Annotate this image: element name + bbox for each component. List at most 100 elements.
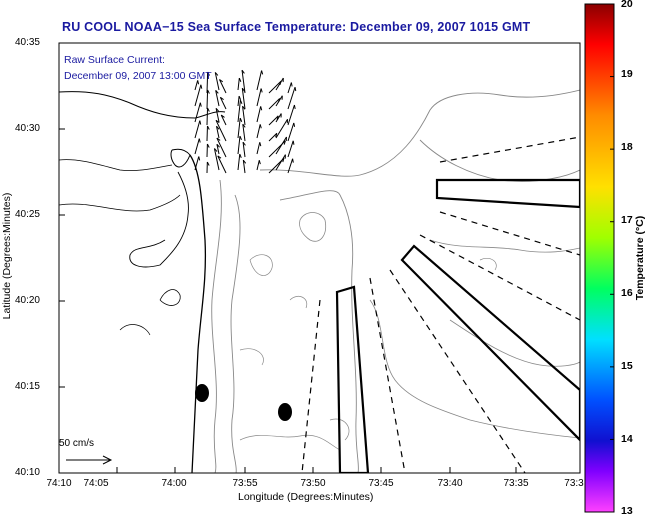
current-vector-head — [283, 140, 286, 145]
current-vector-head — [258, 160, 261, 165]
current-vector — [237, 100, 241, 123]
current-vector — [275, 118, 288, 139]
current-vector — [268, 115, 279, 126]
current-vector-head — [207, 89, 210, 94]
current-vector — [237, 96, 240, 107]
current-vector — [237, 136, 241, 155]
current-vector — [215, 108, 220, 123]
current-label-line1: Raw Surface Current: — [64, 54, 165, 66]
current-vector — [194, 120, 201, 139]
x-tick-label: 74:10 — [46, 478, 72, 489]
colorbar-tick-label: 14 — [621, 433, 633, 445]
current-vector-head — [207, 125, 210, 130]
bathymetry-contours — [59, 89, 580, 473]
current-vector-head — [216, 143, 220, 148]
current-vector-head — [199, 102, 202, 107]
inner-coast — [129, 171, 189, 268]
figure-title: RU COOL NOAA−15 Sea Surface Temperature:… — [62, 20, 531, 34]
current-vector-head — [216, 137, 221, 141]
current-vector — [237, 78, 240, 91]
colorbar-tick-label: 16 — [621, 287, 633, 299]
x-tick-label: 74:00 — [161, 478, 187, 489]
scale-bar-label: 50 cm/s — [59, 438, 95, 449]
current-vector — [268, 80, 282, 94]
current-vector — [275, 77, 284, 91]
current-vector-head — [292, 158, 294, 163]
current-vector-head — [239, 99, 243, 105]
axis-ticks — [58, 42, 581, 474]
current-vector — [287, 86, 296, 110]
current-vector-head — [239, 117, 243, 123]
colorbar-tick-label: 15 — [621, 360, 633, 372]
x-axis-label: Longitude (Degrees:Minutes) — [238, 491, 374, 503]
current-vector — [275, 95, 283, 107]
colorbar-tick-label: 20 — [621, 0, 633, 10]
current-vector — [275, 113, 282, 123]
current-vector-head — [214, 148, 218, 152]
current-vector — [217, 155, 227, 174]
current-vector-head — [242, 105, 246, 110]
current-vector — [268, 132, 278, 142]
current-vector — [256, 160, 260, 171]
current-vector — [268, 98, 281, 110]
current-vector — [194, 84, 202, 107]
buoy-marker — [278, 403, 292, 421]
current-vector — [242, 142, 246, 158]
current-vector-head — [241, 87, 246, 92]
current-vector — [194, 156, 200, 171]
y-tick-label: 40:20 — [14, 295, 40, 306]
current-vector-head — [220, 96, 224, 101]
x-tick-label: 74:05 — [83, 478, 109, 489]
current-vector-head — [239, 135, 242, 141]
current-label-line2: December 09, 2007 13:00 GMT — [64, 70, 212, 82]
current-vector — [216, 144, 220, 155]
current-vector — [206, 89, 209, 110]
current-vector — [241, 70, 246, 94]
buoy-marker — [195, 384, 209, 402]
current-vector — [216, 137, 227, 158]
current-vector-head — [198, 156, 201, 161]
current-vector-head — [216, 125, 220, 130]
current-vector-head — [242, 123, 246, 128]
current-vector — [275, 136, 287, 155]
current-vector — [241, 88, 246, 110]
current-vector-head — [275, 133, 278, 138]
current-vector — [256, 124, 261, 139]
current-vector — [194, 80, 199, 91]
current-vector — [219, 79, 227, 94]
current-vector-head — [282, 158, 285, 163]
current-vector — [213, 148, 220, 171]
current-vector-head — [215, 107, 220, 112]
y-tick-label: 40:15 — [14, 381, 40, 392]
current-vector-head — [200, 84, 203, 89]
y-axis-label: Latitude (Degrees:Minutes) — [1, 192, 13, 320]
current-vector-head — [199, 120, 202, 125]
current-vector — [206, 107, 209, 126]
current-vector — [214, 72, 220, 91]
current-vector-head — [207, 71, 210, 76]
current-vector — [242, 124, 246, 142]
colorbar-ticks — [610, 3, 614, 513]
plot-frame — [58, 42, 581, 474]
current-vector-head — [260, 106, 263, 111]
current-vector — [256, 88, 262, 107]
colorbar-tick-label: 19 — [621, 68, 633, 80]
current-vector — [287, 104, 295, 126]
current-vector-head — [260, 88, 263, 93]
current-vector — [242, 106, 246, 126]
current-vector-head — [206, 143, 210, 148]
current-vector — [287, 158, 294, 174]
colorbar — [584, 3, 615, 513]
current-vector-head — [259, 142, 262, 147]
current-vector-head — [215, 119, 220, 124]
current-vector-head — [207, 107, 210, 112]
current-vector — [215, 90, 220, 107]
current-vector — [206, 71, 209, 94]
x-tick-label: 73:50 — [300, 478, 326, 489]
coastline — [189, 154, 207, 473]
current-vector-head — [206, 161, 210, 166]
colorbar-tick-label: 18 — [621, 141, 633, 153]
current-vector-head — [219, 79, 224, 83]
current-vector — [256, 142, 261, 155]
